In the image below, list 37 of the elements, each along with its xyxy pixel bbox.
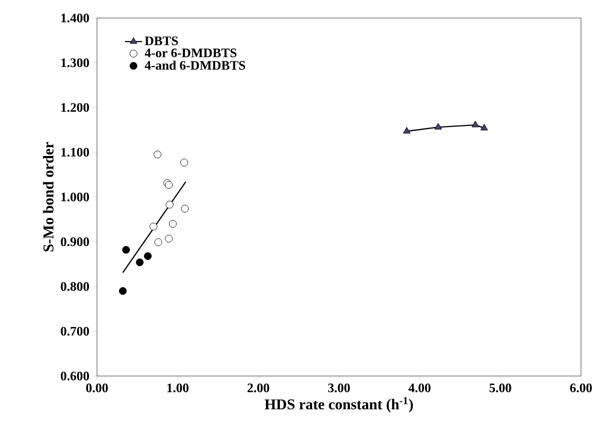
point [136, 258, 144, 266]
point [168, 220, 177, 228]
y-tick-label: 1.100 [61, 148, 89, 157]
point [403, 126, 410, 134]
point [122, 246, 130, 254]
point [164, 234, 173, 242]
x-axis-title: HDS rate constant (h$^{-1}$) [264, 397, 413, 412]
x-tick-label: 3.00 [328, 384, 350, 392]
point [154, 238, 162, 246]
x-tick-label: 2.00 [248, 384, 270, 392]
y-tick-label: 0.900 [60, 237, 89, 246]
point [154, 150, 162, 158]
point [480, 124, 488, 130]
point [181, 204, 189, 212]
point [150, 222, 158, 230]
y-tick-label: 1.400 [61, 14, 89, 22]
y-tick-label: 1.000 [61, 192, 89, 202]
legend-label: 4-or 6-DMDBTS [144, 48, 236, 58]
legend-label: DBTS [144, 36, 178, 46]
point [144, 252, 152, 260]
y-tick-label: 0.700 [60, 326, 89, 336]
y-axis-title: S-Mo bond order [42, 142, 54, 252]
x-tick-label: 5.00 [490, 384, 512, 392]
x-tick-label: 0.00 [86, 384, 108, 392]
x-tick-label: 1.00 [167, 384, 189, 392]
point [180, 158, 188, 166]
y-tick-label: 1.300 [61, 58, 89, 68]
point [472, 120, 480, 128]
point [434, 122, 442, 130]
x-tick-label: 6.00 [570, 384, 592, 392]
legend-label: 4-and 6-DMDBTS [144, 60, 246, 70]
point [166, 200, 174, 208]
point [118, 287, 127, 295]
y-tick-label: 1.200 [61, 103, 89, 112]
y-tick-label: 0.600 [60, 372, 89, 380]
y-tick-label: 0.800 [60, 282, 89, 291]
x-tick-label: 4.00 [408, 384, 431, 392]
